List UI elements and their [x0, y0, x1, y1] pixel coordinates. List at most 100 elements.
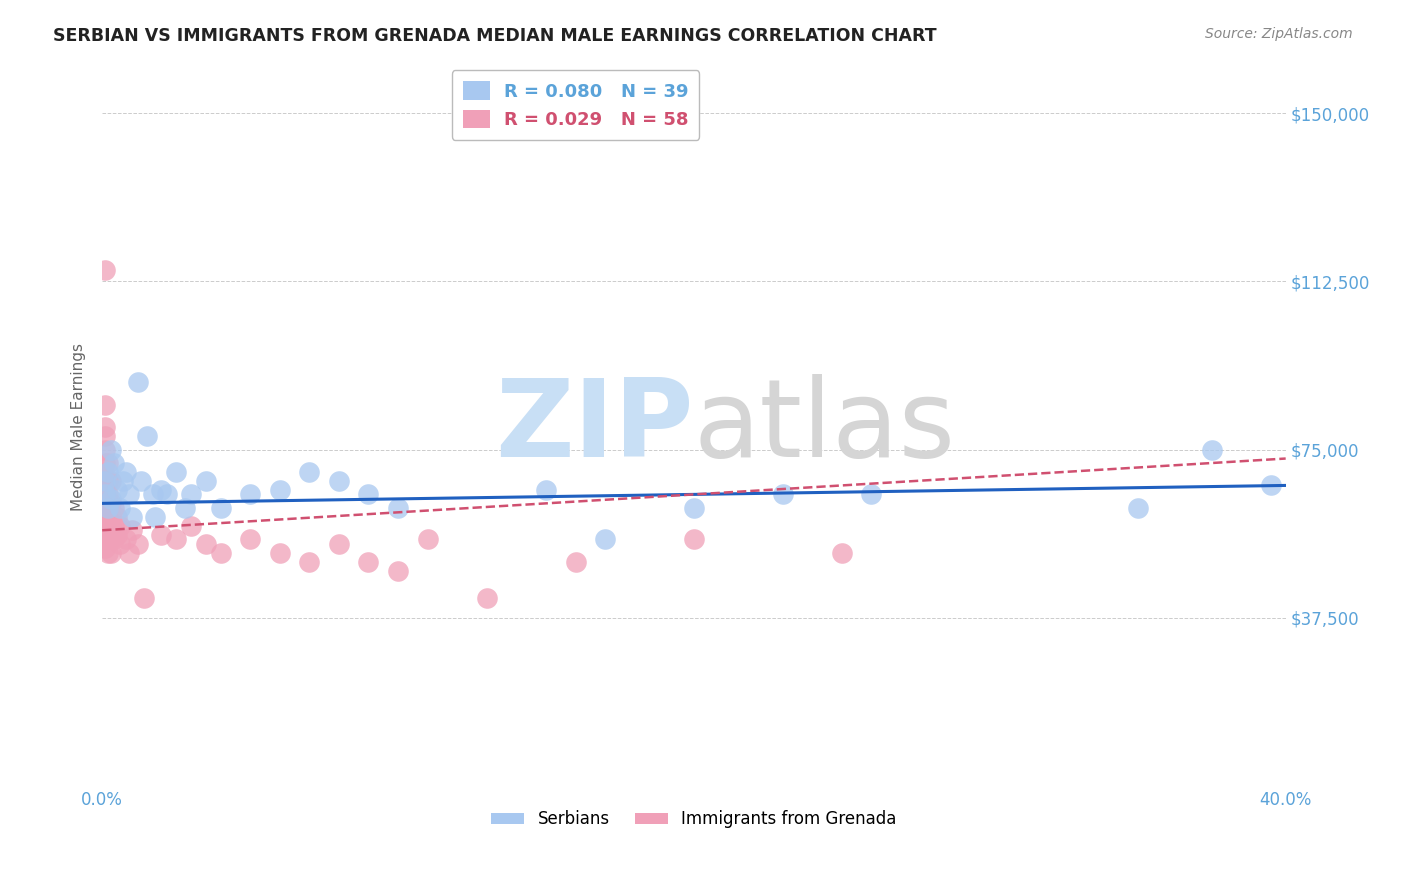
- Point: [1201, 442, 1223, 457]
- Point: [129, 474, 152, 488]
- Point: [94, 420, 117, 434]
- Point: [100, 442, 122, 457]
- Point: [103, 518, 125, 533]
- Point: [103, 500, 125, 515]
- Point: [94, 533, 117, 547]
- Point: [97, 487, 120, 501]
- Point: [105, 527, 128, 541]
- Point: [239, 533, 262, 547]
- Text: Source: ZipAtlas.com: Source: ZipAtlas.com: [1205, 27, 1353, 41]
- Point: [209, 500, 232, 515]
- Point: [94, 509, 117, 524]
- Point: [97, 533, 120, 547]
- Point: [105, 483, 128, 497]
- Point: [115, 465, 138, 479]
- Point: [150, 483, 173, 497]
- Point: [94, 398, 117, 412]
- Point: [94, 474, 117, 488]
- Point: [118, 487, 141, 501]
- Point: [103, 456, 125, 470]
- Point: [593, 533, 616, 547]
- Point: [97, 465, 120, 479]
- Point: [860, 487, 883, 501]
- Point: [105, 509, 128, 524]
- Text: ZIP: ZIP: [495, 374, 695, 480]
- Point: [111, 474, 134, 488]
- Point: [115, 533, 138, 547]
- Point: [94, 442, 117, 457]
- Point: [121, 509, 143, 524]
- Point: [298, 555, 321, 569]
- Text: atlas: atlas: [695, 374, 956, 480]
- Point: [135, 429, 157, 443]
- Y-axis label: Median Male Earnings: Median Male Earnings: [72, 343, 86, 511]
- Point: [127, 537, 149, 551]
- Point: [94, 456, 117, 470]
- Point: [94, 429, 117, 443]
- Point: [772, 487, 794, 501]
- Point: [127, 376, 149, 390]
- Point: [328, 537, 350, 551]
- Point: [97, 546, 120, 560]
- Point: [94, 487, 117, 501]
- Point: [97, 474, 120, 488]
- Legend: Serbians, Immigrants from Grenada: Serbians, Immigrants from Grenada: [484, 804, 904, 835]
- Point: [194, 537, 217, 551]
- Point: [298, 465, 321, 479]
- Point: [328, 474, 350, 488]
- Point: [118, 546, 141, 560]
- Point: [100, 546, 122, 560]
- Point: [357, 487, 380, 501]
- Point: [209, 546, 232, 560]
- Point: [180, 487, 202, 501]
- Point: [108, 537, 131, 551]
- Text: SERBIAN VS IMMIGRANTS FROM GRENADA MEDIAN MALE EARNINGS CORRELATION CHART: SERBIAN VS IMMIGRANTS FROM GRENADA MEDIA…: [53, 27, 936, 45]
- Point: [94, 541, 117, 556]
- Point: [100, 518, 122, 533]
- Point: [121, 523, 143, 537]
- Point: [100, 533, 122, 547]
- Point: [534, 483, 557, 497]
- Point: [387, 564, 409, 578]
- Point: [357, 555, 380, 569]
- Point: [100, 474, 122, 488]
- Point: [145, 509, 167, 524]
- Point: [564, 555, 586, 569]
- Point: [132, 591, 155, 605]
- Point: [97, 509, 120, 524]
- Point: [94, 500, 117, 515]
- Point: [94, 474, 117, 488]
- Point: [194, 474, 217, 488]
- Point: [100, 496, 122, 510]
- Point: [100, 491, 122, 506]
- Point: [180, 518, 202, 533]
- Point: [683, 500, 706, 515]
- Point: [475, 591, 498, 605]
- Point: [165, 533, 187, 547]
- Point: [100, 509, 122, 524]
- Point: [94, 496, 117, 510]
- Point: [94, 263, 117, 277]
- Point: [831, 546, 853, 560]
- Point: [94, 483, 117, 497]
- Point: [97, 500, 120, 515]
- Point: [156, 487, 179, 501]
- Point: [103, 533, 125, 547]
- Point: [97, 500, 120, 515]
- Point: [94, 518, 117, 533]
- Point: [150, 527, 173, 541]
- Point: [165, 465, 187, 479]
- Point: [1260, 478, 1282, 492]
- Point: [1126, 500, 1149, 515]
- Point: [416, 533, 439, 547]
- Point: [97, 456, 120, 470]
- Point: [141, 487, 163, 501]
- Point: [269, 546, 291, 560]
- Point: [108, 518, 131, 533]
- Point: [97, 518, 120, 533]
- Point: [174, 500, 197, 515]
- Point: [269, 483, 291, 497]
- Point: [387, 500, 409, 515]
- Point: [94, 487, 117, 501]
- Point: [683, 533, 706, 547]
